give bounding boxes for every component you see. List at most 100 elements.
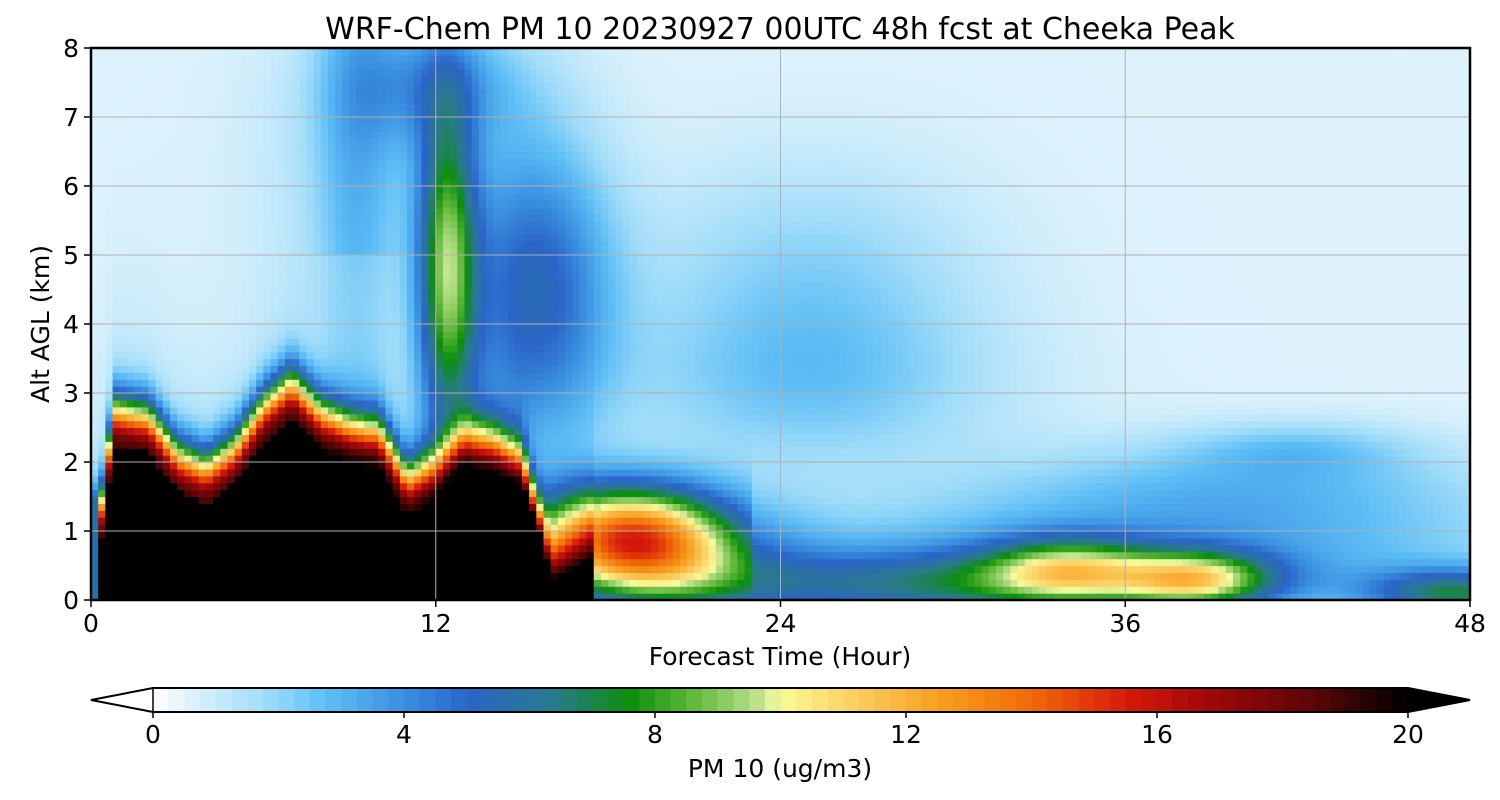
heatmap-cell (320, 510, 329, 518)
heatmap-cell (399, 186, 408, 194)
heatmap-cell (170, 68, 178, 77)
heatmap-cell (277, 358, 286, 366)
heatmap-cell (148, 399, 157, 408)
heatmap-cell (98, 586, 106, 594)
heatmap-cell (105, 482, 114, 491)
heatmap-cell (435, 144, 444, 153)
heatmap-cell (220, 324, 229, 332)
heatmap-cell (141, 531, 150, 539)
heatmap-cell (507, 517, 516, 525)
heatmap-cell (299, 96, 308, 104)
heatmap-cell (356, 151, 365, 159)
heatmap-cell (184, 82, 193, 90)
heatmap-cell (126, 54, 135, 63)
heatmap-cell (177, 358, 185, 366)
heatmap-cell (126, 462, 135, 470)
heatmap-cell (529, 386, 537, 394)
heatmap-cell (349, 234, 358, 242)
heatmap-cell (177, 572, 185, 580)
heatmap-cell (486, 130, 494, 139)
heatmap-cell (119, 296, 128, 304)
heatmap-cell (205, 344, 214, 353)
heatmap-cell (119, 406, 128, 415)
heatmap-cell (227, 413, 236, 422)
heatmap-cell (507, 48, 516, 56)
heatmap-cell (335, 192, 343, 201)
heatmap-cell (284, 172, 293, 180)
heatmap-cell (91, 448, 99, 456)
heatmap-cell (378, 317, 387, 325)
heatmap-cell (399, 255, 408, 263)
heatmap-cell (299, 572, 308, 580)
heatmap-cell (148, 510, 157, 518)
heatmap-cell (450, 420, 458, 429)
heatmap-cell (529, 303, 537, 311)
heatmap-cell (277, 406, 286, 415)
heatmap-cell (349, 151, 358, 159)
heatmap-cell (363, 61, 372, 70)
heatmap-cell (91, 48, 99, 56)
heatmap-cell (141, 565, 150, 573)
heatmap-cell (529, 572, 537, 580)
heatmap-cell (486, 586, 494, 594)
heatmap-cell (249, 54, 257, 63)
heatmap-cell (155, 482, 164, 491)
heatmap-cell (464, 248, 473, 256)
heatmap-cell (349, 227, 358, 235)
heatmap-cell (299, 489, 308, 498)
heatmap-cell (191, 227, 200, 235)
heatmap-cell (407, 337, 415, 346)
heatmap-cell (134, 123, 142, 132)
heatmap-cell (478, 537, 487, 546)
heatmap-cell (335, 213, 343, 222)
heatmap-cell (205, 75, 214, 84)
heatmap-cell (263, 448, 272, 456)
heatmap-cell (493, 220, 501, 228)
heatmap-cell (335, 123, 343, 132)
heatmap-cell (263, 172, 272, 180)
heatmap-cell (227, 351, 236, 360)
heatmap-cell (486, 82, 494, 90)
heatmap-cell (320, 434, 329, 442)
heatmap-cell (270, 344, 279, 353)
heatmap-cell (486, 551, 494, 560)
heatmap-cell (471, 565, 480, 573)
heatmap-cell (385, 248, 394, 256)
heatmap-cell (478, 372, 487, 380)
heatmap-cell (105, 192, 114, 201)
heatmap-cell (141, 351, 150, 360)
heatmap-cell (112, 351, 121, 360)
heatmap-cell (486, 123, 494, 132)
heatmap-cell (234, 151, 243, 159)
heatmap-cell (249, 206, 257, 215)
heatmap-cell (198, 241, 207, 249)
heatmap-cell (134, 172, 142, 180)
heatmap-cell (249, 199, 257, 208)
heatmap-cell (486, 255, 494, 263)
heatmap-cell (184, 579, 193, 587)
heatmap-cell (155, 579, 164, 587)
heatmap-cell (126, 434, 135, 442)
heatmap-cell (507, 365, 516, 373)
heatmap-cell (119, 551, 128, 560)
heatmap-cell (507, 337, 516, 346)
heatmap-cell (371, 544, 379, 553)
heatmap-cell (306, 61, 315, 70)
heatmap-cell (363, 579, 372, 587)
heatmap-cell (198, 524, 207, 532)
heatmap-cell (184, 468, 193, 477)
heatmap-cell (205, 255, 214, 263)
heatmap-cell (191, 275, 200, 284)
heatmap-cell (213, 496, 221, 504)
heatmap-cell (428, 358, 437, 366)
heatmap-cell (292, 123, 300, 132)
heatmap-cell (126, 344, 135, 353)
heatmap-cell (155, 489, 164, 498)
heatmap-cell (234, 517, 243, 525)
heatmap-cell (91, 586, 99, 594)
heatmap-cell (227, 551, 236, 560)
heatmap-cell (342, 123, 351, 132)
heatmap-cell (284, 165, 293, 173)
heatmap-cell (450, 317, 458, 325)
heatmap-cell (184, 379, 193, 387)
